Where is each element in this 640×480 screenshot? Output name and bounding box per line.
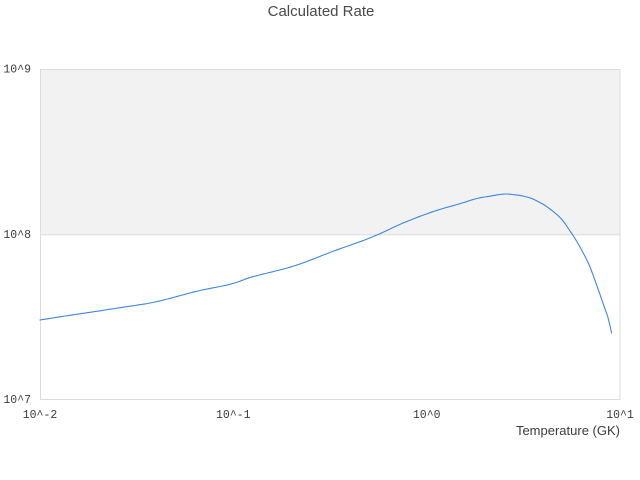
svg-text:Temperature (GK): Temperature (GK) — [516, 423, 620, 438]
svg-text:10^9: 10^9 — [3, 63, 31, 76]
svg-text:10^1: 10^1 — [606, 409, 634, 422]
svg-text:10^0: 10^0 — [413, 409, 441, 422]
svg-text:10^8: 10^8 — [3, 229, 31, 242]
svg-text:10^7: 10^7 — [3, 394, 31, 407]
svg-text:10^-1: 10^-1 — [216, 409, 251, 422]
svg-text:10^-2: 10^-2 — [23, 409, 58, 422]
svg-text:Calculated Rate: Calculated Rate — [268, 3, 375, 20]
